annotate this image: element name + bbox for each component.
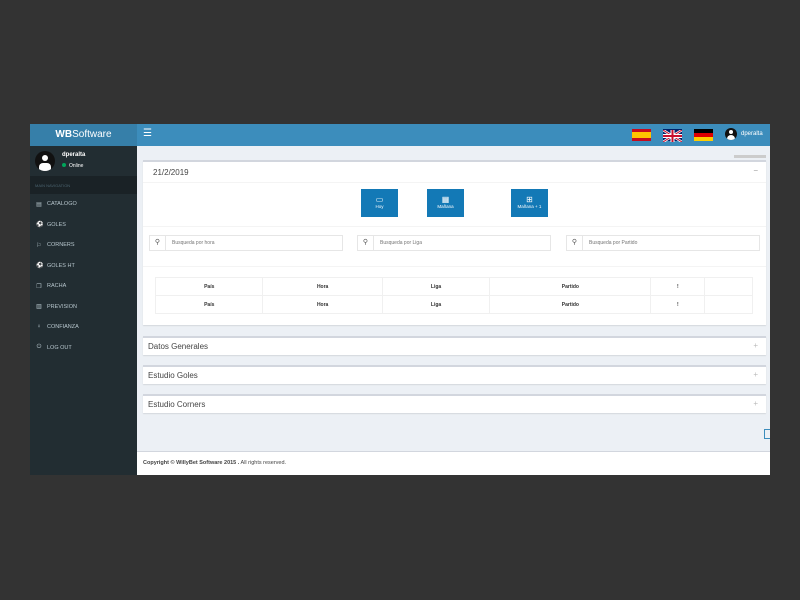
search-partido: ⚲	[566, 235, 760, 251]
divider	[143, 266, 766, 267]
calendar-icon: ▦	[441, 195, 450, 204]
flag-icon: ⚐	[36, 242, 42, 249]
search-partido-input[interactable]	[583, 236, 759, 250]
user-menu[interactable]: dperalta	[725, 128, 763, 140]
sidebar-item-label: PREVISION	[47, 303, 77, 310]
sidebar-item-label: GOLES HT	[47, 262, 75, 269]
lightbulb-icon: ♀	[36, 324, 42, 331]
table-cell: País	[154, 295, 264, 314]
sidebar-item-label: CONFIANZA	[47, 324, 79, 331]
divider	[143, 182, 766, 183]
table-cell: Liga	[381, 295, 491, 314]
power-icon: ⏻	[36, 344, 42, 351]
table-cell: !	[650, 277, 706, 296]
table-cell: Hora	[262, 277, 383, 296]
content: 21/2/2019 − ▭Hoy ▦Mañana ⊞Mañana + 1 ⚲ ⚲…	[137, 146, 770, 451]
table-cell: !	[650, 295, 706, 314]
button-label: Mañana	[437, 204, 454, 209]
button-label: Hoy	[375, 204, 384, 209]
sidebar-item-label: GOLES	[47, 221, 66, 228]
search-hora: ⚲	[149, 235, 343, 251]
search-icon: ⚲	[567, 236, 583, 250]
day-after-tomorrow-button[interactable]: ⊞ Mañana + 1	[511, 189, 548, 217]
calendar-plus-icon: ⊞	[526, 195, 533, 204]
brand-bold: WB	[55, 129, 73, 140]
sidebar-item-goles[interactable]: ⚽ GOLES	[30, 215, 137, 236]
table-cell	[704, 277, 753, 296]
clone-icon: ❐	[36, 283, 42, 290]
expand-icon[interactable]: +	[753, 370, 758, 379]
sidebar-item-racha[interactable]: ❐ RACHA	[30, 276, 137, 297]
datos-generales-box[interactable]: Datos Generales +	[143, 336, 766, 355]
estudio-goles-box[interactable]: Estudio Goles +	[143, 365, 766, 384]
sidebar-item-label: RACHA	[47, 283, 67, 290]
sidebar-item-goles-ht[interactable]: ⚽ GOLES HT	[30, 256, 137, 277]
today-button[interactable]: ▭ Hoy	[361, 189, 398, 217]
sidebar-nav: ▤ CATALOGO ⚽ GOLES ⚐ CORNERS ⚽ GOLES HT ❐ RACHA ▥ P…	[30, 194, 137, 358]
nav-header: MAIN NAVIGATION	[30, 176, 137, 194]
table-cell: Partido	[489, 295, 652, 314]
sidebar: dperalta Online MAIN NAVIGATION ▤ CATALOG…	[30, 146, 137, 475]
username: dperalta	[741, 131, 763, 137]
table-cell: Liga	[381, 277, 491, 296]
spanish-flag[interactable]	[632, 129, 651, 141]
chart-icon: ▥	[36, 304, 42, 311]
footer: Copyright © WillyBet Software 2015 . All…	[137, 451, 770, 475]
brand-rest: Software	[72, 129, 112, 140]
user-name: dperalta	[62, 152, 86, 158]
table-cell: Hora	[262, 295, 383, 314]
sidebar-item-prevision[interactable]: ▥ PREVISION	[30, 297, 137, 318]
soccer-ball-icon: ⚽	[36, 222, 44, 229]
divider	[143, 226, 766, 227]
soccer-ball-icon: ⚽	[36, 263, 44, 270]
date-title: 21/2/2019	[153, 168, 189, 177]
sidebar-item-label: CORNERS	[47, 242, 75, 249]
table-cell	[704, 295, 753, 314]
main-box: 21/2/2019 − ▭Hoy ▦Mañana ⊞Mañana + 1 ⚲ ⚲…	[143, 160, 766, 325]
top-navbar: ☰ dperalta	[137, 124, 770, 146]
user-panel: dperalta Online	[30, 146, 137, 176]
search-icon: ⚲	[150, 236, 166, 250]
collapse-icon[interactable]: −	[753, 166, 758, 175]
avatar	[725, 128, 737, 140]
book-icon: ▤	[36, 201, 42, 208]
rights-text: All rights reserved.	[239, 460, 287, 466]
avatar	[35, 151, 55, 171]
box-title: Estudio Goles	[148, 371, 198, 380]
tomorrow-button[interactable]: ▦ Mañana	[427, 189, 464, 217]
matches-table: País Hora Liga Partido! País Hora Liga Partido!	[154, 277, 753, 314]
english-flag[interactable]	[662, 128, 683, 144]
sidebar-item-label: CATALOGO	[47, 201, 77, 208]
status-text: Online	[69, 163, 84, 169]
status-dot-icon	[62, 163, 66, 167]
user-status: Online	[62, 163, 83, 169]
search-hora-input[interactable]	[166, 236, 342, 250]
expand-icon[interactable]: +	[753, 399, 758, 408]
app-window: WBSoftware ☰ dperalta dperalta Online MA…	[30, 124, 770, 475]
sidebar-toggle-icon[interactable]	[764, 429, 770, 439]
box-title: Estudio Corners	[148, 400, 206, 409]
box-title: Datos Generales	[148, 342, 209, 351]
sidebar-item-catalogo[interactable]: ▤ CATALOGO	[30, 194, 137, 215]
estudio-corners-box[interactable]: Estudio Corners +	[143, 394, 766, 413]
search-icon: ⚲	[358, 236, 374, 250]
table-cell: Partido	[489, 277, 652, 296]
search-liga: ⚲	[357, 235, 551, 251]
copyright: Copyright © WillyBet Software 2015 .	[143, 460, 240, 466]
brand-logo[interactable]: WBSoftware	[30, 124, 137, 146]
sidebar-item-log-out[interactable]: ⏻ LOG OUT	[30, 338, 137, 359]
search-liga-input[interactable]	[374, 236, 550, 250]
hamburger-icon[interactable]: ☰	[143, 128, 152, 139]
table-row: País Hora Liga Partido!	[154, 277, 753, 296]
sidebar-item-label: LOG OUT	[47, 344, 72, 351]
button-label: Mañana + 1	[517, 204, 542, 209]
table-row: País Hora Liga Partido!	[154, 295, 753, 314]
calendar-icon: ▭	[375, 195, 384, 204]
sidebar-item-corners[interactable]: ⚐ CORNERS	[30, 235, 137, 256]
table-cell: País	[154, 277, 264, 296]
german-flag[interactable]	[694, 129, 713, 141]
expand-icon[interactable]: +	[753, 341, 758, 350]
breadcrumb	[734, 155, 766, 158]
sidebar-item-confianza[interactable]: ♀ CONFIANZA	[30, 317, 137, 338]
